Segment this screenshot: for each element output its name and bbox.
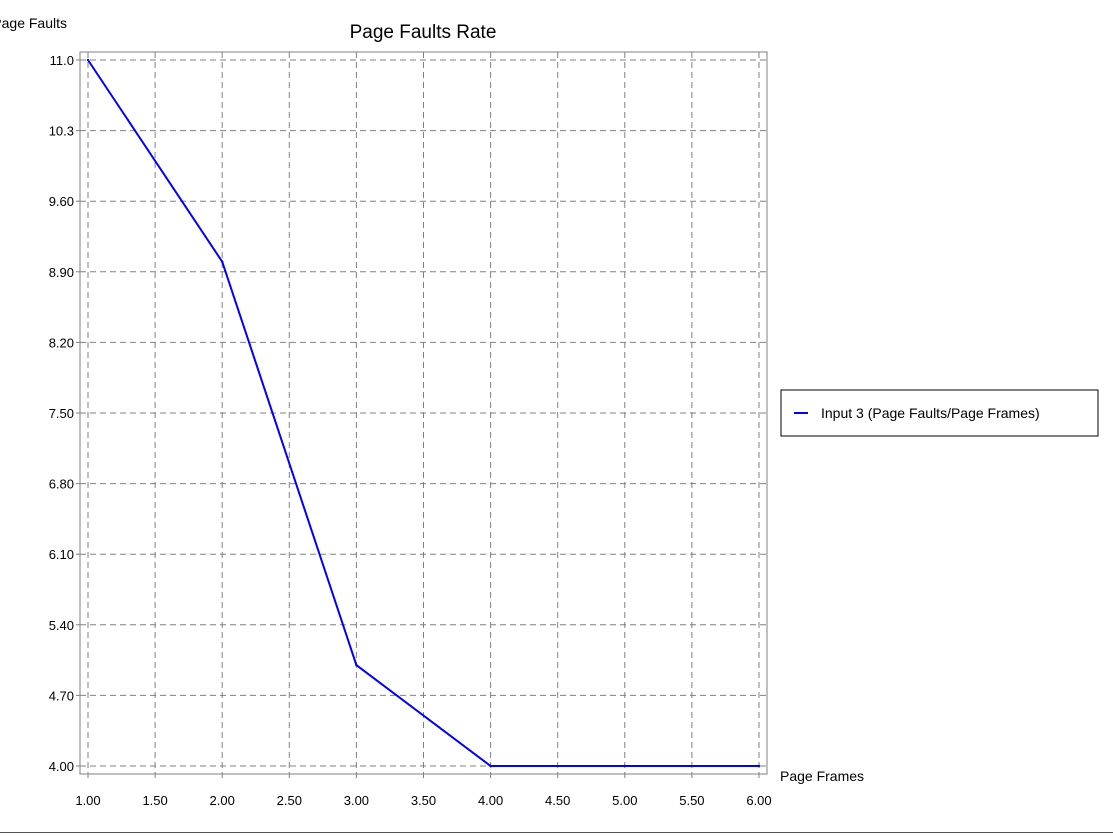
chart-title: Page Faults Rate bbox=[350, 22, 497, 43]
data-point bbox=[355, 663, 358, 667]
x-tick-label: 2.00 bbox=[210, 793, 235, 808]
x-tick-label: 2.50 bbox=[277, 793, 302, 808]
data-point bbox=[86, 58, 90, 62]
plot-area: 11.0 10.3 9.60 8.90 8.20 7.50 6.80 6.10 5.40 4.70… bbox=[49, 51, 772, 808]
y-tick-label: 4.00 bbox=[49, 759, 74, 774]
x-tick-label: 4.00 bbox=[478, 793, 503, 808]
y-tick-label: 4.70 bbox=[49, 688, 74, 703]
y-tick-label: 6.10 bbox=[49, 547, 74, 562]
legend: Input 3 (Page Faults/Page Frames) bbox=[780, 389, 1099, 437]
y-tick-label: 5.40 bbox=[49, 618, 74, 633]
x-tick-label: 1.50 bbox=[142, 793, 167, 808]
y-tick-label: 7.50 bbox=[49, 406, 74, 421]
y-tick-label: 9.60 bbox=[49, 194, 74, 209]
y-tick-label: 10.3 bbox=[49, 124, 74, 139]
x-axis-title: Page Frames bbox=[780, 768, 864, 784]
x-tick-label: 6.00 bbox=[746, 793, 771, 808]
y-axis-title: Page Faults bbox=[0, 15, 67, 31]
legend-box bbox=[780, 389, 1099, 437]
y-tick-label: 8.20 bbox=[49, 335, 74, 350]
legend-label: Input 3 (Page Faults/Page Frames) bbox=[821, 405, 1040, 421]
y-tick-label: 11.0 bbox=[50, 53, 74, 68]
x-tick-label: 1.00 bbox=[75, 793, 100, 808]
y-tick-label: 6.80 bbox=[49, 477, 74, 492]
data-point bbox=[623, 764, 626, 768]
data-point bbox=[757, 764, 761, 768]
x-tick-label: 4.50 bbox=[545, 793, 570, 808]
x-tick-label: 3.50 bbox=[411, 793, 436, 808]
data-point bbox=[489, 764, 492, 768]
x-tick-label: 3.00 bbox=[344, 793, 369, 808]
data-point bbox=[221, 260, 224, 263]
series-line bbox=[87, 59, 759, 767]
x-tick-label: 5.50 bbox=[679, 793, 704, 808]
window-bottom-border bbox=[0, 832, 1113, 833]
y-tick-label: 8.90 bbox=[49, 265, 74, 280]
x-tick-label: 5.00 bbox=[612, 793, 637, 808]
